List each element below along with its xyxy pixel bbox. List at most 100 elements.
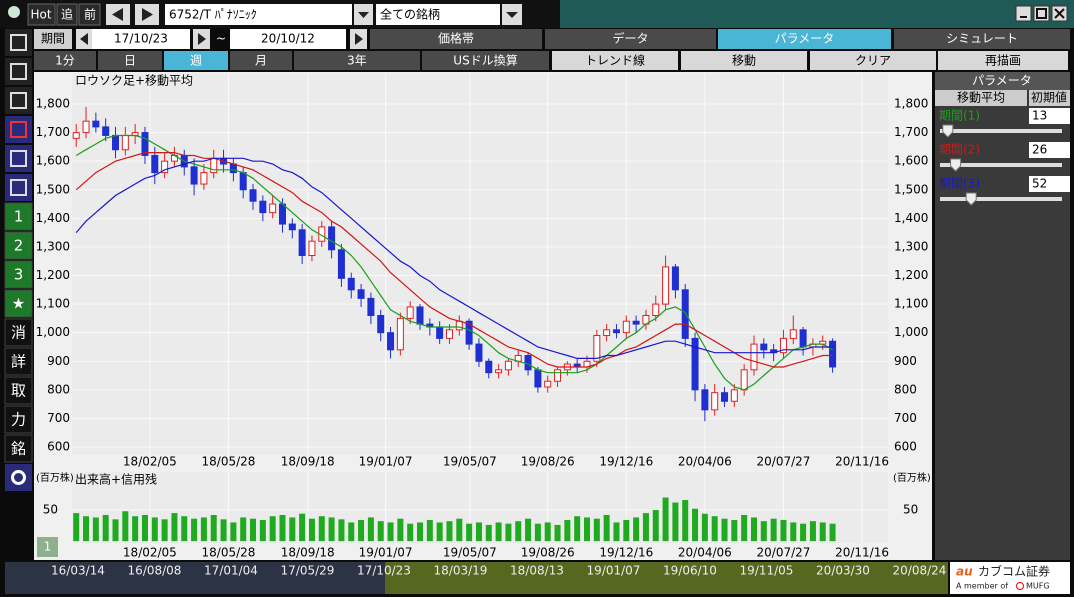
toolbar-button[interactable]	[422, 51, 549, 70]
toolbar-button[interactable]	[98, 51, 162, 70]
side-tool[interactable]	[4, 405, 33, 434]
window-icons	[1020, 8, 1065, 19]
tab[interactable]	[718, 29, 891, 49]
candle-body	[612, 329, 620, 334]
volume-title: 出来高+信用残	[75, 472, 157, 487]
side-tool[interactable]	[4, 318, 33, 347]
x-tick-label: 18/02/05	[123, 546, 177, 560]
x-tick-label: 19/08/26	[521, 455, 575, 469]
side-tool-label: 詳	[11, 353, 26, 371]
candle-body	[524, 355, 532, 371]
back-arrow-icon	[112, 8, 123, 21]
toolbar-button-label: 日	[124, 54, 136, 68]
symbol-input[interactable]	[165, 4, 352, 25]
candle-body	[337, 249, 345, 279]
camera-tool[interactable]	[5, 87, 32, 114]
side-tool[interactable]	[4, 260, 33, 289]
y-tick-label-right: 1,500	[894, 182, 928, 196]
chase-button[interactable]	[56, 3, 78, 26]
toolbar-button[interactable]	[230, 51, 292, 70]
x-tick-label: 18/09/18	[281, 546, 335, 560]
from-input[interactable]	[92, 29, 190, 49]
toolbar-button[interactable]	[34, 51, 96, 70]
y-tick-label: 1,700	[36, 125, 70, 139]
timeline-label: 20/08/24	[893, 564, 947, 578]
side-tool-label: 1	[14, 208, 24, 226]
candle-body	[190, 166, 198, 185]
candle-body	[485, 360, 493, 374]
volume-bar	[800, 523, 807, 542]
volume-bar	[151, 517, 158, 542]
tab[interactable]	[894, 29, 1070, 49]
toolbar-button[interactable]	[294, 51, 420, 70]
candle-body	[740, 369, 748, 391]
timeline-past	[5, 562, 385, 594]
candle-body	[161, 160, 169, 174]
param-input[interactable]	[1029, 108, 1070, 124]
minimize-button[interactable]	[1015, 5, 1032, 22]
volume-bar	[102, 514, 109, 542]
settings-tool[interactable]	[5, 464, 32, 491]
chart-tool[interactable]	[5, 116, 32, 143]
volume-bar	[623, 519, 630, 542]
volume-bar	[171, 513, 178, 542]
slider-thumb[interactable]	[950, 158, 962, 172]
volume-unit: (百万株)	[36, 471, 74, 484]
toolbar-button[interactable]	[681, 51, 807, 70]
side-tool[interactable]	[4, 202, 33, 231]
x-tick-label: 20/07/27	[757, 546, 811, 560]
y-tick-label: 1,500	[36, 182, 70, 196]
logo-brand: カブコム証券	[978, 564, 1050, 579]
toolbar-button[interactable]	[552, 51, 678, 70]
volume-bar	[652, 509, 659, 542]
market-input[interactable]	[376, 4, 500, 25]
x-tick-label: 19/12/16	[599, 546, 653, 560]
chart2-tool[interactable]	[5, 145, 32, 172]
y-tick-label: 700	[47, 411, 70, 425]
candle-body	[544, 380, 552, 388]
candle-body	[308, 240, 316, 256]
y-tick-label-right: 1,600	[894, 154, 928, 168]
toolbar-button[interactable]	[810, 51, 936, 70]
volume-bar	[269, 516, 276, 542]
timeline-label: 19/01/07	[587, 564, 641, 578]
side-tool-label: 3	[14, 266, 24, 284]
y-tick-label: 50	[43, 502, 58, 516]
toolbar-button-label: 週	[190, 54, 202, 68]
tab[interactable]	[545, 29, 716, 49]
side-tool[interactable]	[4, 231, 33, 260]
param-input[interactable]	[1029, 176, 1070, 192]
side-tool[interactable]	[4, 289, 33, 318]
toolbar-button-label: USドル換算	[453, 53, 517, 68]
to-input[interactable]	[230, 29, 346, 49]
volume-bar	[741, 514, 748, 542]
add-tool[interactable]	[5, 58, 32, 85]
toolbar-button[interactable]	[164, 51, 228, 70]
side-tool[interactable]	[4, 376, 33, 405]
period-label: 期間	[41, 32, 65, 46]
side-tool[interactable]	[4, 434, 33, 463]
volume-bar	[485, 524, 492, 542]
bulb-icon[interactable]	[8, 6, 20, 18]
flag-tool[interactable]	[5, 174, 32, 201]
symbol-text: 6752/T ﾊﾟﾅｿﾆｯｸ	[169, 8, 257, 22]
hot-button[interactable]	[27, 3, 56, 26]
volume-bar	[338, 519, 345, 542]
slider-thumb[interactable]	[942, 124, 954, 138]
side-tool[interactable]	[4, 347, 33, 376]
volume-bar	[750, 517, 757, 542]
volume-bar	[220, 519, 227, 542]
timeline-label: 16/08/08	[128, 564, 182, 578]
tab[interactable]	[370, 29, 542, 49]
tab-label: パラメータ	[775, 32, 835, 46]
search-tool[interactable]	[5, 29, 32, 56]
param-input[interactable]	[1029, 142, 1070, 158]
slider-thumb[interactable]	[965, 192, 977, 206]
pager-box[interactable]	[37, 537, 58, 557]
volume-bar	[564, 519, 571, 542]
prev-button[interactable]	[78, 3, 101, 26]
candle-body	[760, 343, 768, 351]
param-label: 期間(1)	[939, 109, 980, 123]
toolbar-button[interactable]	[938, 51, 1068, 70]
volume-bar	[191, 518, 198, 542]
